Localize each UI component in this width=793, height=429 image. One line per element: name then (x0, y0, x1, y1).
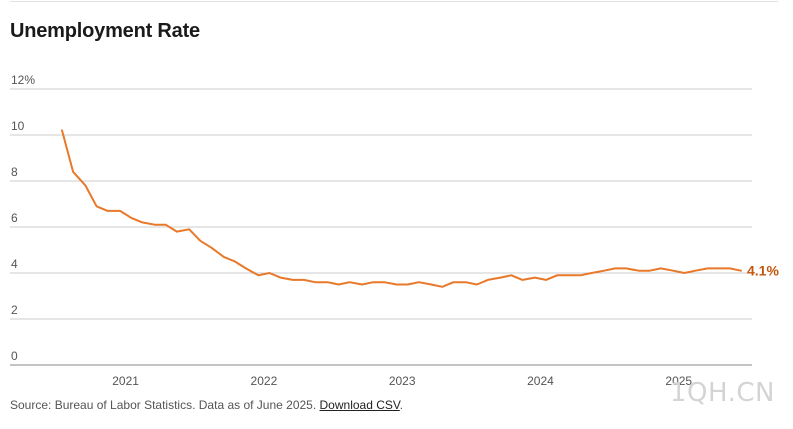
x-tick-label: 2022 (251, 374, 278, 388)
source-period: . (399, 398, 404, 412)
source-text: Source: Bureau of Labor Statistics. Data… (10, 398, 320, 412)
x-tick-label: 2024 (527, 374, 554, 388)
y-tick-label: 8 (11, 165, 18, 179)
x-tick-label: 2021 (112, 374, 139, 388)
series-line (61, 129, 742, 288)
source-note: Source: Bureau of Labor Statistics. Data… (10, 398, 403, 412)
top-divider (10, 1, 778, 2)
y-tick-label: 2 (11, 303, 18, 317)
x-tick-label: 2023 (389, 374, 416, 388)
y-tick-label: 10 (11, 119, 25, 133)
y-tick-label: 6 (11, 211, 18, 225)
y-tick-label: 0 (11, 349, 18, 363)
end-value-label: 4.1% (747, 263, 779, 279)
y-tick-label: 4 (11, 257, 18, 271)
watermark: 1QH.CN (670, 378, 775, 408)
chart-title: Unemployment Rate (10, 20, 200, 42)
x-tick-label: 2025 (665, 374, 692, 388)
y-tick-label: 12% (11, 73, 35, 87)
download-csv-link[interactable]: Download CSV (319, 398, 400, 412)
